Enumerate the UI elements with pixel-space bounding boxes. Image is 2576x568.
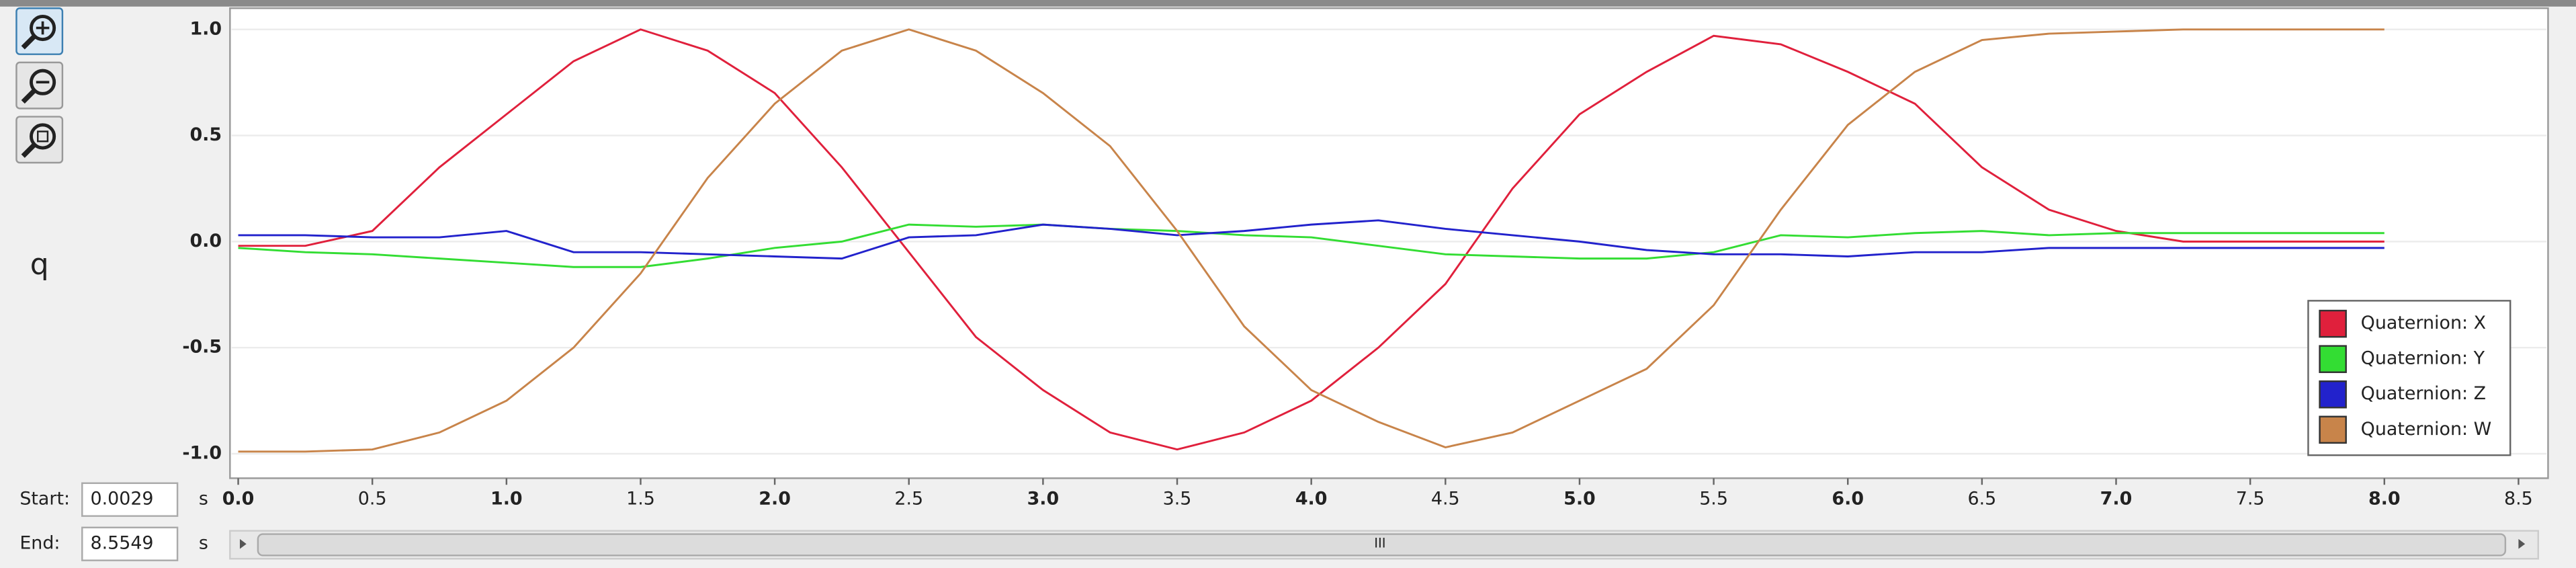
x-tick-label: 8.0 — [2368, 489, 2401, 510]
y-tick-label: -1.0 — [182, 442, 222, 463]
scroll-grip: III — [1374, 536, 1385, 551]
y-tick-label: 1.0 — [189, 18, 222, 39]
y-tick-label: -0.5 — [182, 337, 222, 358]
end-value: 8.5549 — [90, 533, 153, 554]
end-label: End: — [19, 533, 60, 554]
x-tick-label: 7.0 — [2100, 489, 2133, 510]
x-tick-label: 8.5 — [2504, 489, 2533, 510]
zoom-fit-button[interactable] — [15, 116, 64, 164]
scroll-thumb[interactable] — [257, 533, 2507, 557]
start-label: Start: — [19, 489, 70, 510]
x-tick-label: 4.5 — [1431, 489, 1460, 510]
data-line — [238, 223, 2385, 268]
legend-swatch — [2319, 345, 2347, 373]
top-border — [0, 0, 2576, 7]
legend-label: Quaternion: X — [2361, 313, 2486, 333]
end-unit: s — [199, 533, 208, 554]
data-line — [238, 28, 2385, 453]
legend-swatch — [2319, 415, 2347, 444]
x-tick-label: 6.5 — [1967, 489, 1996, 510]
y-tick-label: 0.5 — [189, 124, 222, 145]
x-tick-label: 6.0 — [1832, 489, 1864, 510]
data-line — [238, 219, 2385, 260]
legend: Quaternion: X Quaternion: Y Quaternion: Z Q… — [2307, 300, 2511, 456]
x-tick-label: 2.5 — [894, 489, 923, 510]
x-tick-label: 0.5 — [358, 489, 387, 510]
x-tick-label: 2.0 — [759, 489, 791, 510]
legend-label: Quaternion: W — [2361, 419, 2491, 440]
x-tick-label: 4.0 — [1295, 489, 1328, 510]
zoom-in-button[interactable] — [15, 7, 64, 55]
x-tick-label: 7.5 — [2236, 489, 2265, 510]
plot: -1.0 -0.5 0.0 0.5 1.0 0.0 0.5 1.0 1.5 2.0 2.5 3.0 3.… — [182, 18, 2546, 510]
y-axis-label: q — [30, 247, 49, 282]
legend-swatch — [2319, 309, 2347, 338]
x-tick-label: 5.5 — [1699, 489, 1728, 510]
zoom-out-button[interactable] — [15, 61, 64, 110]
data-line — [238, 28, 2385, 451]
legend-label: Quaternion: Z — [2361, 383, 2486, 404]
x-tick-label: 1.0 — [490, 489, 523, 510]
start-input[interactable] — [81, 482, 179, 517]
x-tick-label: 5.0 — [1563, 489, 1596, 510]
start-unit: s — [199, 489, 208, 510]
x-tick-label: 3.5 — [1163, 489, 1192, 510]
plot-area — [229, 7, 2549, 479]
legend-swatch — [2319, 380, 2347, 409]
x-tick-label: 1.5 — [626, 489, 655, 510]
y-tick-label: 0.0 — [189, 231, 222, 251]
x-tick-label: 0.0 — [222, 489, 255, 510]
x-tick-label: 3.0 — [1027, 489, 1060, 510]
start-value: 0.0029 — [90, 489, 153, 510]
legend-label: Quaternion: Y — [2361, 348, 2485, 369]
end-input[interactable] — [81, 526, 179, 561]
